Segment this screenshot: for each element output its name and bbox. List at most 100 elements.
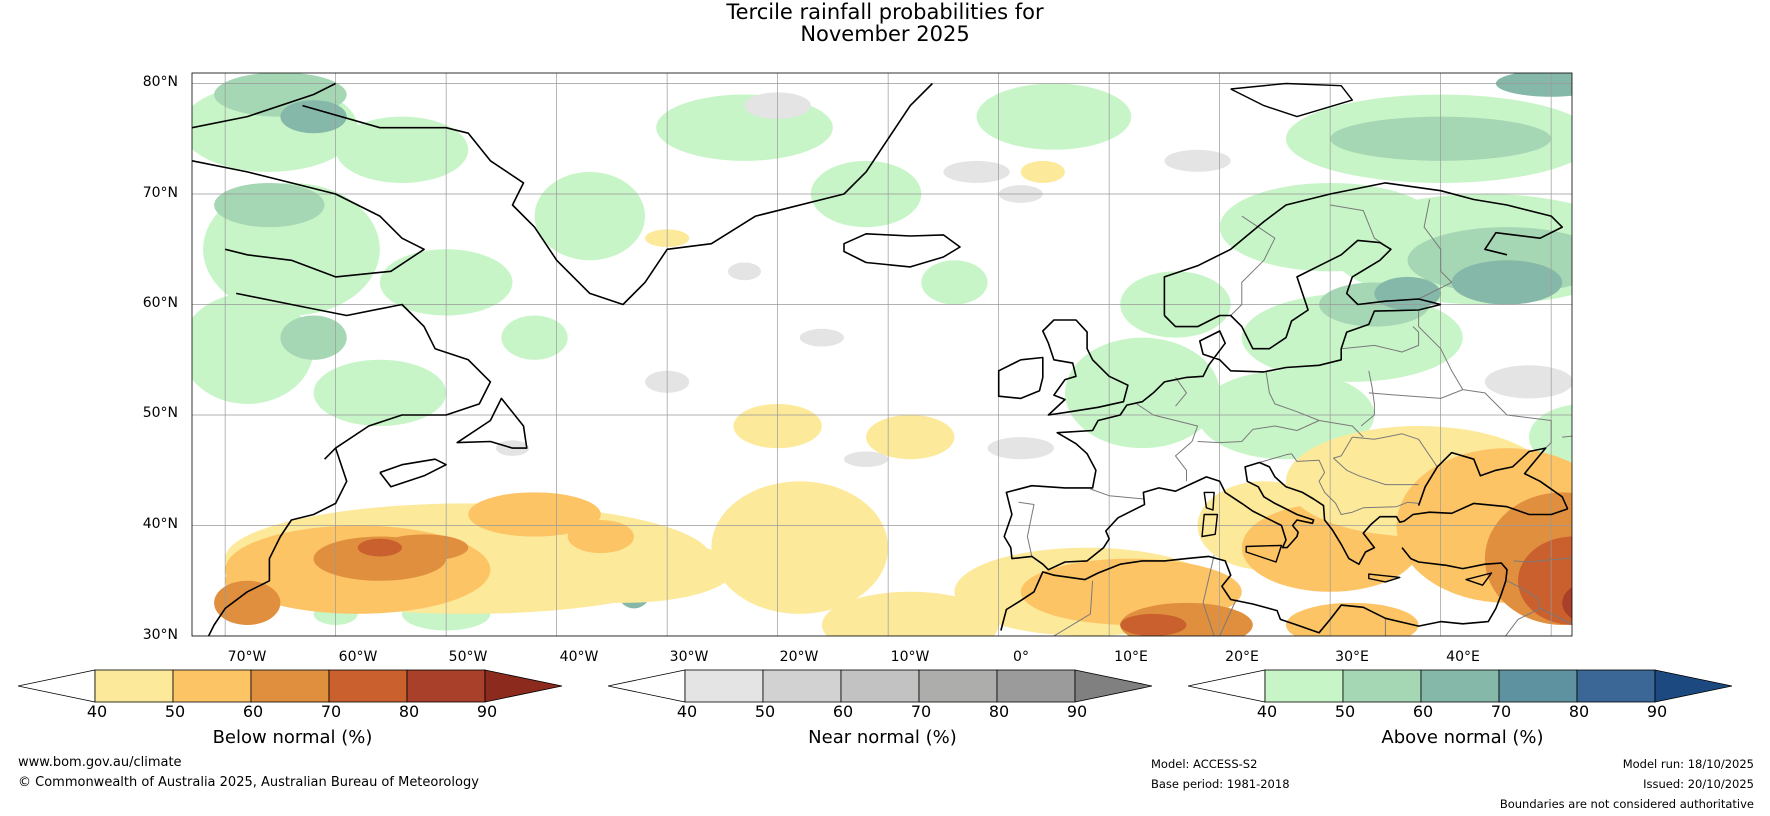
black-sea-north-coastline [1417,447,1569,510]
norway-kola-coastline [1163,182,1563,316]
probability-fill-layer [192,73,1572,636]
colorbar-high-extension [1074,669,1153,703]
colorbar-segment [328,669,408,703]
above-normal-colorbar [1188,669,1733,703]
below-normal-region [866,415,955,460]
sardinia-coastline [1201,513,1219,538]
lat-label-40n: 40°N [142,516,178,532]
cb-above-tick-50: 50 [1334,702,1356,721]
sweden-finland-coastline [1163,239,1441,350]
lat-label-80n: 80°N [142,74,178,90]
lon-label-40e: 40°E [1446,649,1480,665]
country-border [1265,371,1320,421]
great-britain-coastline [1042,319,1129,416]
ireland-coastline [997,356,1044,400]
cb-above-tick-40: 40 [1256,702,1278,721]
lon-label-70w: 70°W [227,649,267,665]
country-border [1539,607,1572,625]
sicily-coastline [1245,544,1283,563]
colorbar-segment [94,669,174,703]
country-border [1090,488,1145,500]
above-normal-region [280,100,347,134]
colorbar-low-extension [608,669,686,703]
cb-above-tick-90: 90 [1646,702,1668,721]
corsica-coastline [1203,491,1215,511]
above-normal-region [921,260,988,305]
below-normal-region [821,591,999,636]
country-border [1175,377,1187,407]
iceland-coastline [843,233,961,268]
above-normal-region [192,293,314,404]
below-normal-colorbar [18,669,563,703]
cb-below-tick-60: 60 [242,702,264,721]
cb-near-tick-50: 50 [754,702,776,721]
persian-gulf-coastline [1640,636,1668,649]
colorbar-high-extension [484,669,563,703]
model-name: Model: ACCESS-S2 [1151,757,1258,771]
base-period: Base period: 1981-2018 [1151,777,1290,791]
country-border [1230,215,1276,316]
country-border [1052,580,1094,636]
lon-label-20e: 20°E [1225,649,1259,665]
website-link[interactable]: www.bom.gov.au/climate [18,755,182,770]
svalbard-coastline [1230,82,1353,118]
map-title-line1: Tercile rainfall probabilities for [726,0,1044,24]
country-border [1595,556,1639,636]
country-border [1368,389,1463,399]
above-normal-region [214,182,325,228]
lat-label-50n: 50°N [142,405,178,421]
colorbar-segment [996,669,1076,703]
cb-above-tick-80: 80 [1568,702,1590,721]
above-normal-region [1495,73,1572,97]
cb-near-tick-40: 40 [676,702,698,721]
boundaries-disclaimer: Boundaries are not considered authoritat… [1499,797,1754,811]
cb-below-tick-40: 40 [86,702,108,721]
near-normal-region [943,160,1010,183]
newfoundland-coastline [456,397,528,449]
country-border [1418,199,1453,300]
colorbar-low-extension [18,669,96,703]
lon-label-10e: 10°E [1114,649,1148,665]
europe-mainland-coastline [1003,303,1568,571]
cb-near-tick-90: 90 [1066,702,1088,721]
country-border [1618,503,1651,509]
lon-label-60w: 60°W [338,649,378,665]
above-normal-region [280,315,347,360]
colorbar-segment [172,669,252,703]
lat-label-30n: 30°N [142,627,178,643]
lat-label-70n: 70°N [142,185,178,201]
cyprus-coastline [1465,572,1493,586]
colorbar-segment [918,669,998,703]
copyright-text: © Commonwealth of Australia 2025, Austra… [18,775,479,790]
colorbar-segment [1420,669,1500,703]
us-east-coastline [207,447,348,636]
cb-above-tick-70: 70 [1490,702,1512,721]
colorbar-segment [762,669,842,703]
above-normal-region [1374,276,1441,311]
below-normal-region [1285,602,1419,636]
country-border [1352,433,1438,468]
coastline-layer [192,82,1668,649]
country-border [1018,501,1035,557]
lon-label-30w: 30°W [669,649,709,665]
cb-above-tick-60: 60 [1412,702,1434,721]
near-normal-title: Near normal (%) [808,727,957,748]
lon-label-0: 0° [1013,649,1029,665]
colorbar-segment [684,669,764,703]
near-normal-region [843,451,889,467]
above-normal-region [1064,337,1220,449]
below-normal-title: Below normal (%) [212,727,373,748]
map-frame [191,72,1573,637]
colorbar-segment [1498,669,1578,703]
country-border [1333,436,1419,486]
lon-label-30e: 30°E [1335,649,1369,665]
country-border [1259,453,1292,463]
country-border [1197,420,1364,444]
above-normal-region [1451,260,1563,305]
lon-label-50w: 50°W [448,649,488,665]
below-normal-region [1020,160,1065,183]
colorbar-segment [1264,669,1344,703]
north-africa-coastline [1000,547,1508,634]
below-normal-region [711,481,889,614]
